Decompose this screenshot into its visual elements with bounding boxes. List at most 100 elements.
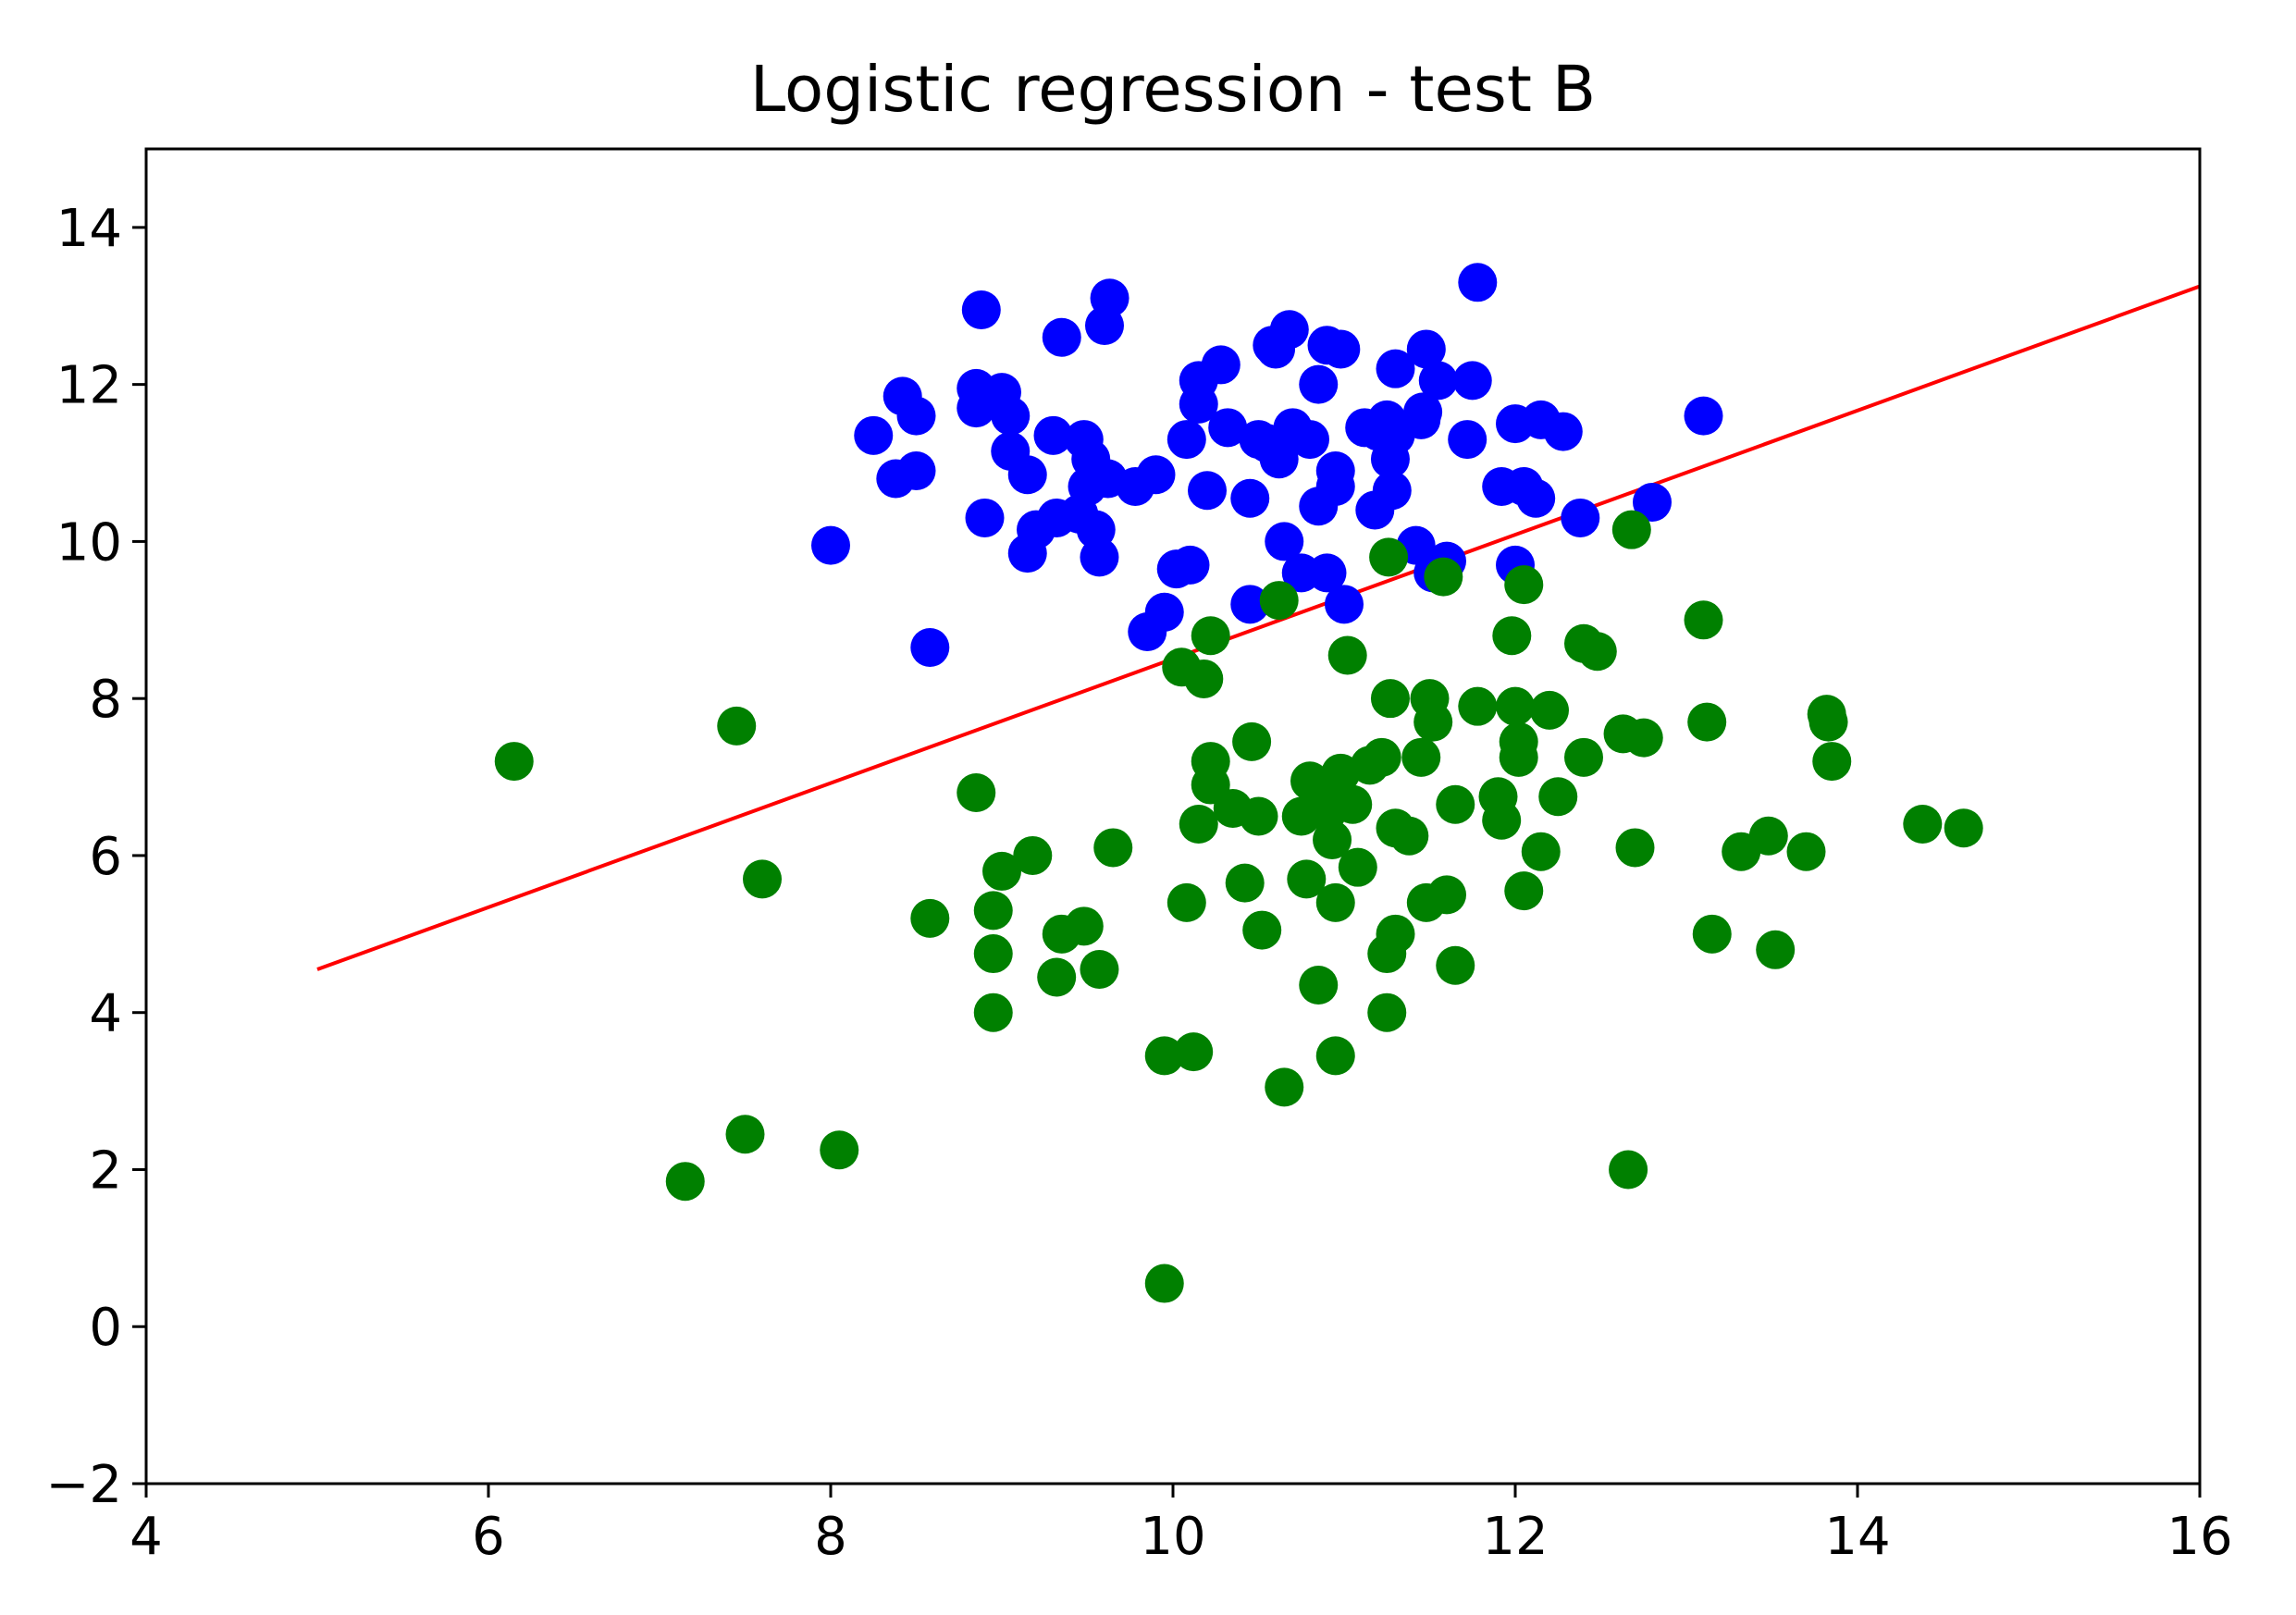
scatter-point	[854, 415, 894, 455]
x-tick-label: 8	[814, 1507, 847, 1567]
y-tick-label: 14	[56, 199, 122, 259]
scatter-point	[1458, 686, 1498, 726]
scatter-point	[1499, 737, 1538, 777]
scatter-point	[910, 628, 950, 668]
scatter-point	[1436, 784, 1475, 824]
scatter-point	[1167, 420, 1206, 460]
scatter-point	[910, 898, 950, 938]
scatter-point	[1230, 478, 1270, 518]
axes-frame	[144, 147, 2202, 1486]
scatter-point	[1315, 882, 1355, 922]
y-tick-label: 4	[89, 984, 122, 1044]
scatter-point	[1370, 679, 1410, 719]
scatter-point	[1609, 1150, 1648, 1190]
scatter-point	[1321, 753, 1361, 793]
scatter-point	[1333, 784, 1373, 824]
scatter-point	[1376, 914, 1415, 954]
scatter-point	[1543, 412, 1583, 451]
scatter-point	[1225, 863, 1265, 903]
scatter-point	[1033, 415, 1073, 455]
scatter-point	[1174, 1032, 1214, 1072]
x-tick-label: 14	[1824, 1507, 1890, 1567]
scatter-point	[1064, 906, 1104, 946]
scatter-point	[1290, 420, 1329, 460]
scatter-point	[1496, 686, 1535, 726]
scatter-point	[1269, 310, 1309, 350]
x-tick-label: 12	[1482, 1507, 1548, 1567]
scatter-point	[1208, 408, 1248, 448]
scatter-point	[1903, 804, 1943, 844]
scatter-point	[665, 1162, 705, 1202]
scatter-point	[1406, 329, 1446, 369]
scatter-point	[1413, 702, 1453, 742]
scatter-point	[1191, 616, 1230, 656]
y-tick-label: 10	[56, 512, 122, 573]
scatter-point	[717, 706, 757, 746]
scatter-point	[1080, 537, 1119, 577]
scatter-point	[1427, 875, 1466, 915]
scatter-point	[1144, 1264, 1184, 1303]
scatter-point	[1436, 945, 1475, 985]
scatter-point	[1321, 329, 1361, 369]
x-tick-label: 10	[1140, 1507, 1205, 1567]
scatter-point	[1372, 471, 1412, 511]
scatter-point	[1362, 737, 1401, 777]
scatter-point	[1242, 910, 1282, 950]
chart-title: Logistic regression - test B	[750, 53, 1596, 127]
scatter-point	[1504, 871, 1544, 911]
scatter-point	[1265, 522, 1304, 561]
scatter-point	[1692, 914, 1732, 954]
scatter-point	[1037, 957, 1077, 997]
scatter-point	[1315, 466, 1355, 506]
scatter-point	[896, 396, 936, 436]
scatter-point	[965, 498, 1005, 537]
scatter-point	[1232, 721, 1272, 761]
scatter-point	[1080, 950, 1119, 990]
y-tick-label: 12	[56, 356, 122, 416]
scatter-point	[1538, 777, 1578, 817]
scatter-point	[957, 773, 996, 813]
scatter-point	[1418, 361, 1458, 401]
y-tick-label: 8	[89, 670, 122, 730]
scatter-point	[1093, 828, 1133, 868]
y-tick-label: 0	[89, 1298, 122, 1358]
scatter-point	[1611, 510, 1651, 549]
scatter-point	[1367, 992, 1407, 1032]
scatter-point	[1452, 361, 1492, 401]
scatter-point	[1623, 718, 1663, 758]
scatter-point	[811, 525, 850, 565]
scatter-point	[1748, 816, 1788, 856]
scatter-point	[1561, 498, 1600, 537]
scatter-point	[1007, 455, 1047, 495]
scatter-point	[1521, 832, 1561, 871]
scatter-point	[1482, 800, 1522, 840]
scatter-point	[725, 1115, 765, 1154]
scatter-point	[1259, 439, 1299, 479]
scatter-point	[1167, 882, 1206, 922]
scatter-point	[1448, 420, 1487, 460]
scatter-point	[1259, 581, 1299, 621]
scatter-point	[973, 891, 1013, 931]
scatter-point	[1013, 835, 1053, 875]
scatter-point	[1144, 1036, 1184, 1076]
scatter-point	[1615, 828, 1655, 868]
axis-ticks: 4 6 8 10 12 14 16 −2 0 2 4 6 8 10 12 14	[45, 199, 2232, 1567]
scatter-point	[973, 992, 1013, 1032]
y-tick-label: −2	[45, 1455, 122, 1515]
scatter-point	[1577, 632, 1617, 672]
scatter-point	[1327, 635, 1367, 675]
scatter-point	[1299, 364, 1339, 404]
x-tick-label: 4	[130, 1507, 163, 1567]
scatter-point	[982, 851, 1021, 891]
scatter-point	[1136, 455, 1176, 495]
scatter-point	[1325, 585, 1364, 624]
decision-boundary-line	[316, 284, 2201, 971]
scatter-point	[1424, 557, 1463, 597]
y-tick-label: 2	[89, 1140, 122, 1201]
scatter-point	[1265, 1067, 1304, 1107]
scatter-point	[1170, 545, 1210, 585]
x-tick-label: 6	[472, 1507, 505, 1567]
scatter-point	[1307, 553, 1347, 593]
